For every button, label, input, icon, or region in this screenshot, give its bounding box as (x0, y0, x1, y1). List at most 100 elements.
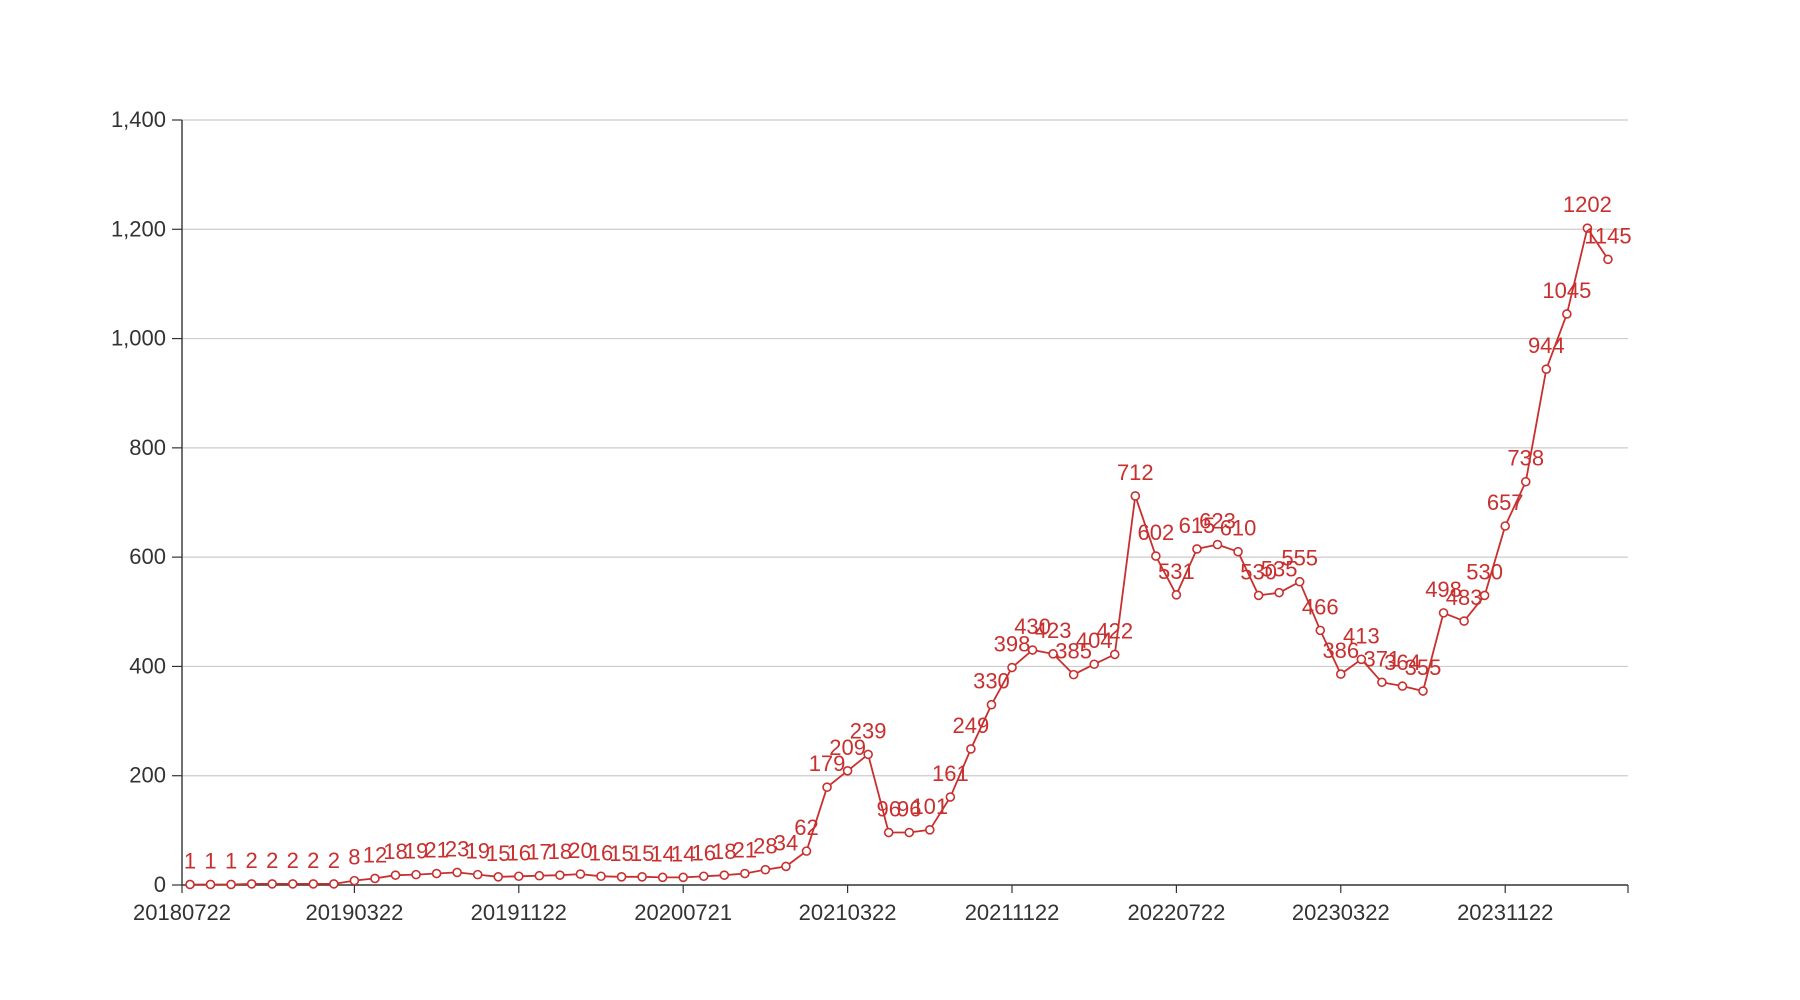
data-point (329, 879, 339, 889)
data-label: 18 (383, 839, 407, 864)
data-point (596, 871, 606, 882)
data-label: 239 (850, 718, 887, 743)
data-point (1377, 677, 1387, 688)
x-tick-label: 20220722 (1127, 900, 1225, 925)
data-label: 413 (1343, 623, 1380, 648)
data-label: 62 (794, 815, 818, 840)
data-point (1500, 521, 1510, 531)
data-label: 1145 (1584, 223, 1631, 248)
x-tick-label: 20210322 (799, 900, 897, 925)
data-point (719, 870, 730, 880)
data-point (801, 846, 812, 856)
y-tick-label: 800 (129, 435, 166, 460)
data-point (1582, 223, 1593, 233)
data-label: 1045 (1542, 278, 1591, 303)
data-point (493, 872, 504, 882)
data-point (1520, 476, 1531, 487)
data-label: 738 (1507, 446, 1544, 471)
data-label: 19 (404, 839, 428, 864)
data-label: 179 (809, 751, 846, 776)
data-label: 385 (1055, 639, 1092, 664)
data-point (1294, 576, 1305, 587)
data-label: 19 (465, 839, 489, 864)
data-label: 602 (1137, 520, 1174, 545)
data-point (842, 765, 853, 776)
data-label: 15 (486, 841, 510, 866)
data-point (698, 871, 709, 882)
data-point (267, 879, 278, 889)
data-label: 422 (1096, 618, 1133, 643)
data-label: 17 (527, 840, 551, 865)
data-label: 712 (1117, 460, 1154, 485)
data-label: 466 (1302, 594, 1339, 619)
data-point (678, 872, 689, 883)
data-label: 21 (424, 838, 448, 863)
x-tick-label: 20211122 (965, 900, 1060, 925)
data-point (1109, 649, 1120, 660)
data-point (1438, 608, 1449, 618)
data-point (555, 870, 565, 880)
data-point (616, 872, 627, 882)
y-tick-label: 1,000 (111, 326, 166, 351)
x-tick-label: 20200721 (634, 900, 732, 925)
data-point (1089, 659, 1099, 670)
data-point (287, 879, 298, 889)
data-point (1397, 681, 1408, 691)
data-label: 16 (692, 840, 716, 865)
data-point (1130, 491, 1141, 501)
data-point (740, 868, 750, 879)
data-label: 364 (1384, 650, 1421, 675)
data-label: 535 (1261, 557, 1298, 582)
data-point (1171, 590, 1182, 600)
data-point (452, 867, 462, 878)
data-point (246, 879, 257, 889)
series-line (190, 225, 1609, 886)
data-label: 161 (932, 761, 969, 786)
data-point (904, 827, 915, 838)
data-label: 12 (363, 842, 387, 867)
y-tick-label: 400 (129, 653, 166, 678)
data-point (924, 825, 935, 835)
data-point (1007, 662, 1017, 673)
data-point (513, 871, 524, 882)
data-point (657, 872, 668, 883)
data-label: 483 (1446, 585, 1483, 610)
data-label: 101 (911, 794, 948, 819)
data-label: 498 (1425, 577, 1462, 602)
data-label: 530 (1466, 559, 1503, 584)
data-point (1479, 590, 1490, 601)
data-label: 404 (1076, 628, 1113, 653)
data-point (1253, 590, 1264, 601)
data-label: 1202 (1563, 192, 1612, 217)
y-tick-label: 600 (129, 544, 166, 569)
data-label: 2 (266, 848, 278, 873)
x-tick-label: 20230322 (1292, 900, 1390, 925)
x-tick-label: 20180722 (133, 900, 231, 925)
data-label: 23 (445, 836, 469, 861)
y-tick-label: 0 (154, 872, 166, 897)
data-label: 531 (1158, 559, 1195, 584)
data-label: 96 (876, 797, 900, 822)
data-label: 1 (184, 848, 196, 873)
data-label: 423 (1035, 618, 1072, 643)
y-tick-label: 1,200 (111, 216, 166, 241)
data-label: 1 (225, 848, 237, 873)
data-label: 21 (733, 838, 757, 863)
data-point (370, 873, 380, 884)
data-label: 249 (953, 713, 990, 738)
data-point (349, 875, 360, 886)
x-tick-label: 20191122 (471, 900, 567, 925)
data-label: 371 (1364, 646, 1401, 671)
data-point (472, 869, 483, 880)
data-label: 610 (1220, 516, 1257, 541)
data-point (1562, 309, 1572, 319)
data-label: 8 (348, 845, 360, 870)
data-point (205, 879, 216, 890)
data-point (1336, 669, 1346, 679)
data-point (534, 870, 545, 881)
data-label: 16 (507, 840, 531, 865)
y-tick-label: 200 (129, 763, 166, 788)
data-point (1418, 686, 1428, 696)
data-point (822, 782, 832, 792)
